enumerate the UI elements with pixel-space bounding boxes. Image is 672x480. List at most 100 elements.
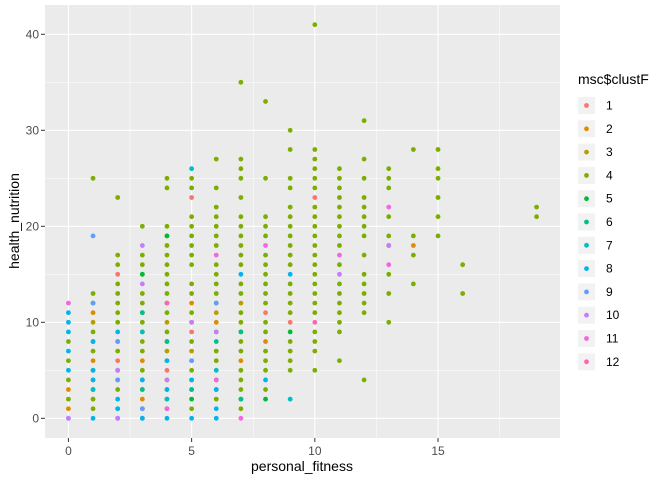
data-point: [238, 175, 244, 181]
data-point: [238, 339, 244, 344]
data-point: [337, 233, 342, 239]
plot-panel: [45, 5, 560, 438]
data-point: [90, 367, 96, 373]
data-point: [410, 147, 416, 152]
data-point: [287, 319, 293, 325]
data-point: [386, 291, 392, 296]
data-point: [164, 300, 170, 306]
data-point: [139, 367, 145, 373]
legend-swatch: [584, 266, 589, 271]
data-point: [238, 406, 244, 412]
data-point: [139, 310, 145, 316]
minor-gridlines: [45, 5, 560, 438]
data-point: [312, 271, 318, 277]
data-point: [312, 166, 318, 172]
data-point: [115, 396, 121, 402]
data-point: [287, 252, 293, 258]
data-point: [189, 195, 195, 200]
data-point: [312, 195, 318, 200]
data-point: [238, 291, 244, 296]
data-point: [263, 271, 268, 277]
data-point: [164, 406, 170, 412]
series-cluster-1: [115, 195, 318, 373]
data-point: [189, 281, 195, 287]
data-point: [361, 300, 367, 306]
data-point: [115, 377, 121, 383]
data-point: [213, 156, 219, 162]
x-tick-label: 0: [65, 444, 72, 458]
data-point: [115, 281, 121, 287]
data-point: [66, 406, 71, 412]
data-point: [189, 291, 195, 296]
legend-label: 11: [606, 332, 619, 346]
legend-swatch: [584, 359, 589, 365]
legend-item: 6: [578, 213, 613, 231]
data-point: [66, 310, 71, 316]
series-cluster-4: [66, 22, 539, 421]
data-point: [386, 214, 392, 220]
data-point: [337, 358, 342, 364]
data-point: [66, 319, 71, 325]
data-point: [115, 319, 121, 325]
data-point: [337, 329, 342, 335]
data-point: [263, 377, 268, 383]
data-point: [312, 329, 318, 335]
data-point: [238, 195, 244, 200]
data-point: [189, 185, 195, 191]
data-point: [90, 348, 96, 354]
data-point: [189, 233, 195, 239]
data-point: [213, 214, 219, 220]
data-point: [287, 310, 293, 316]
data-point: [164, 319, 170, 325]
data-point: [337, 281, 342, 287]
data-point: [361, 204, 367, 210]
data-point: [213, 348, 219, 354]
data-point: [164, 281, 170, 287]
legend-label: 12: [606, 355, 620, 369]
legend-swatch: [584, 103, 589, 108]
data-point: [139, 377, 145, 383]
data-point: [534, 214, 539, 220]
data-point: [213, 339, 219, 344]
data-point: [164, 175, 170, 181]
data-point: [238, 348, 244, 354]
data-point: [312, 243, 318, 248]
legend-item: 9: [578, 283, 613, 301]
data-point: [386, 271, 392, 277]
data-point: [139, 271, 145, 277]
data-point: [312, 156, 318, 162]
data-point: [213, 415, 219, 421]
data-point: [435, 166, 441, 172]
legend-label: 8: [606, 262, 613, 276]
x-tick-label: 15: [431, 444, 445, 458]
data-point: [287, 339, 293, 344]
data-point: [189, 367, 195, 373]
data-point: [312, 339, 318, 344]
data-point: [238, 271, 244, 277]
legend-swatch: [584, 242, 589, 248]
data-point: [238, 329, 244, 335]
data-point: [139, 348, 145, 354]
data-point: [386, 166, 392, 172]
data-point: [337, 291, 342, 296]
data-point: [189, 348, 195, 354]
data-point: [238, 319, 244, 325]
data-point: [410, 233, 416, 239]
data-point: [164, 185, 170, 191]
data-point: [361, 175, 367, 181]
data-point: [213, 204, 219, 210]
data-point: [386, 185, 392, 191]
data-point: [312, 233, 318, 239]
data-point: [337, 195, 342, 200]
data-point: [287, 291, 293, 296]
data-point: [337, 185, 342, 191]
legend-item: 11: [578, 330, 619, 347]
data-point: [189, 339, 195, 344]
data-point: [90, 339, 96, 344]
data-point: [213, 291, 219, 296]
data-point: [189, 252, 195, 258]
y-axis-title: health_nutrition: [6, 173, 22, 269]
legend-label: 7: [606, 238, 613, 252]
series-cluster-10: [66, 243, 392, 421]
data-point: [263, 300, 268, 306]
